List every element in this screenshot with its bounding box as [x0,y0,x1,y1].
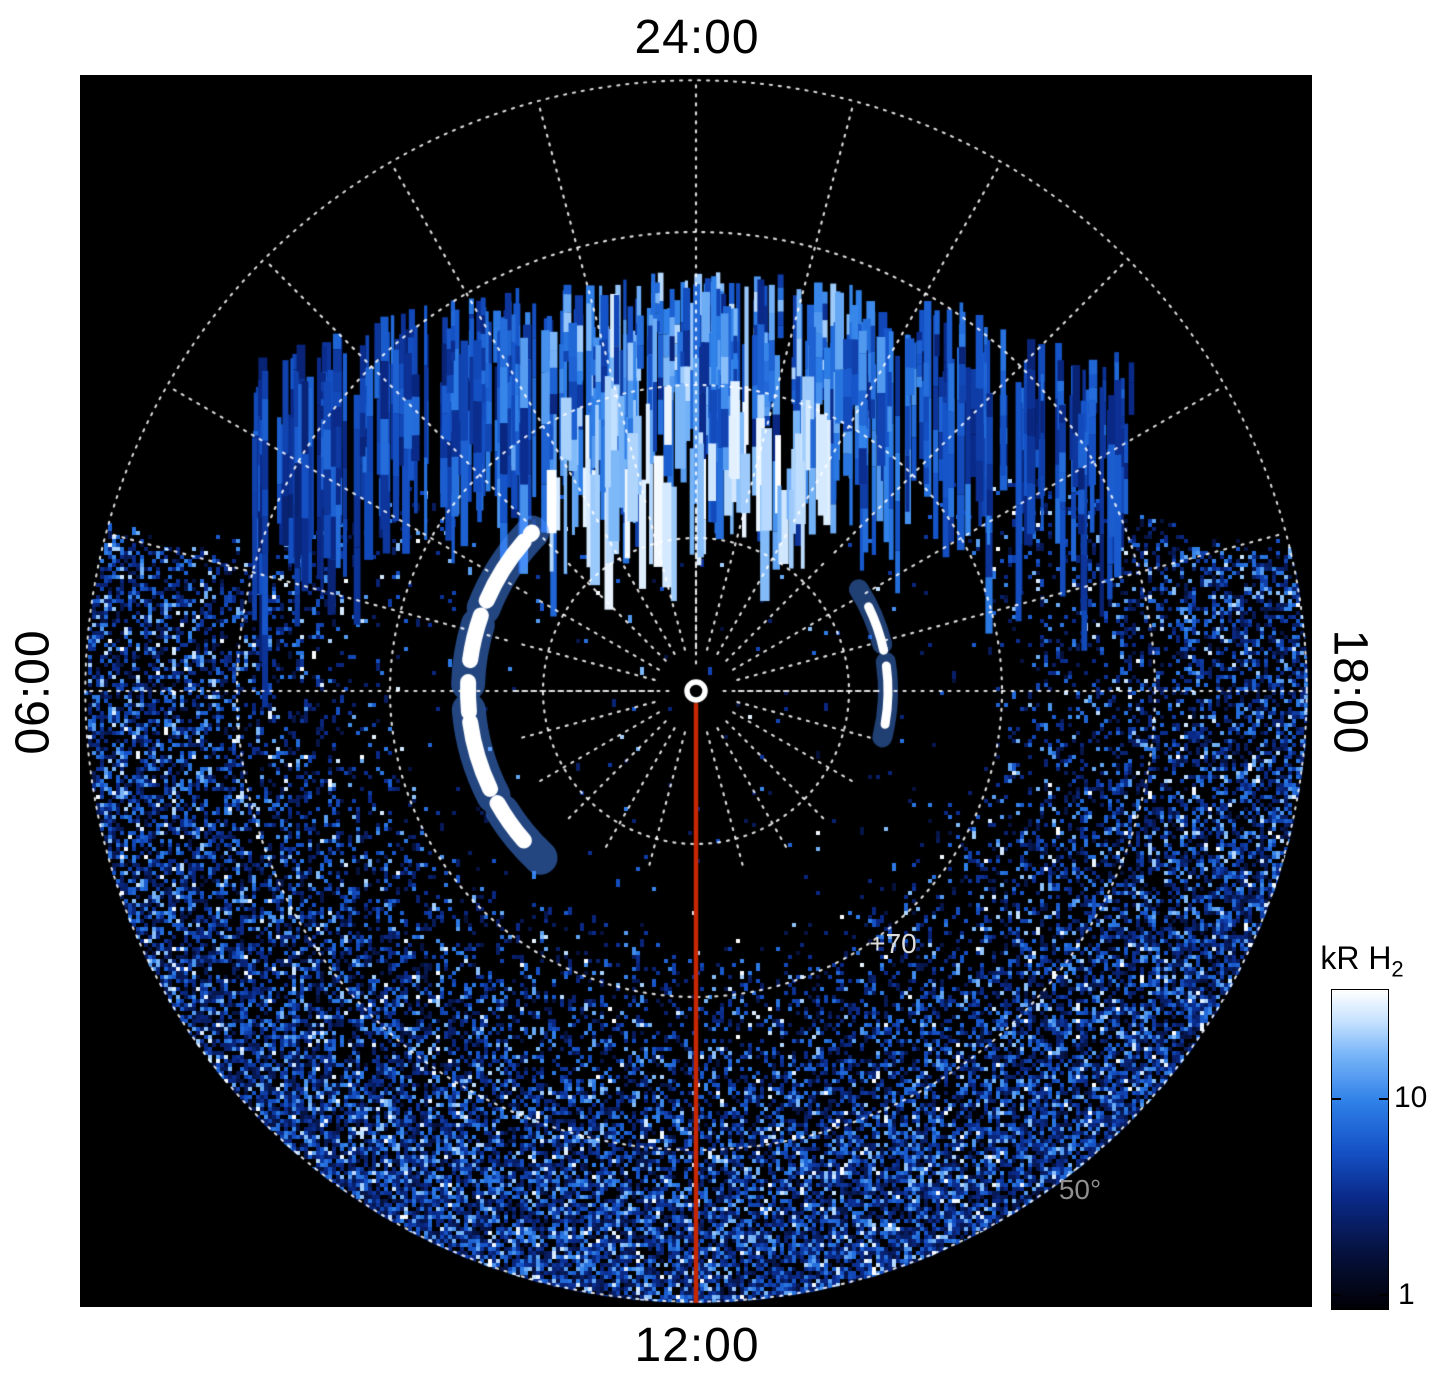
latitude-label-50: 50° [1058,1174,1102,1205]
colorbar-title: kR H2 [1320,940,1403,982]
colorbar-title-subscript: 2 [1391,956,1404,982]
latitude-label-70: +70 [869,928,917,959]
colorbar-tick-mark-10-right [1379,1098,1388,1101]
polar-plot-area: +70 50° [80,75,1312,1307]
colorbar-tick-label-10: 10 [1394,1081,1428,1114]
colorbar-tick-mark-10-left [1332,1098,1341,1101]
aurora-heatmap-canvas [80,75,1312,1307]
colorbar-title-main: kR H [1320,940,1392,976]
axis-label-1800: 18:00 [1323,629,1377,755]
axis-label-2400: 24:00 [634,11,760,64]
colorbar-gradient [1331,989,1389,1310]
colorbar-tick-label-1: 1 [1398,1278,1415,1311]
colorbar-tick-mark-1-right [1379,1294,1388,1296]
axis-label-1200: 12:00 [634,1319,760,1372]
axis-label-0600: 06:00 [6,629,60,755]
colorbar-tick-mark-1-left [1332,1294,1341,1296]
